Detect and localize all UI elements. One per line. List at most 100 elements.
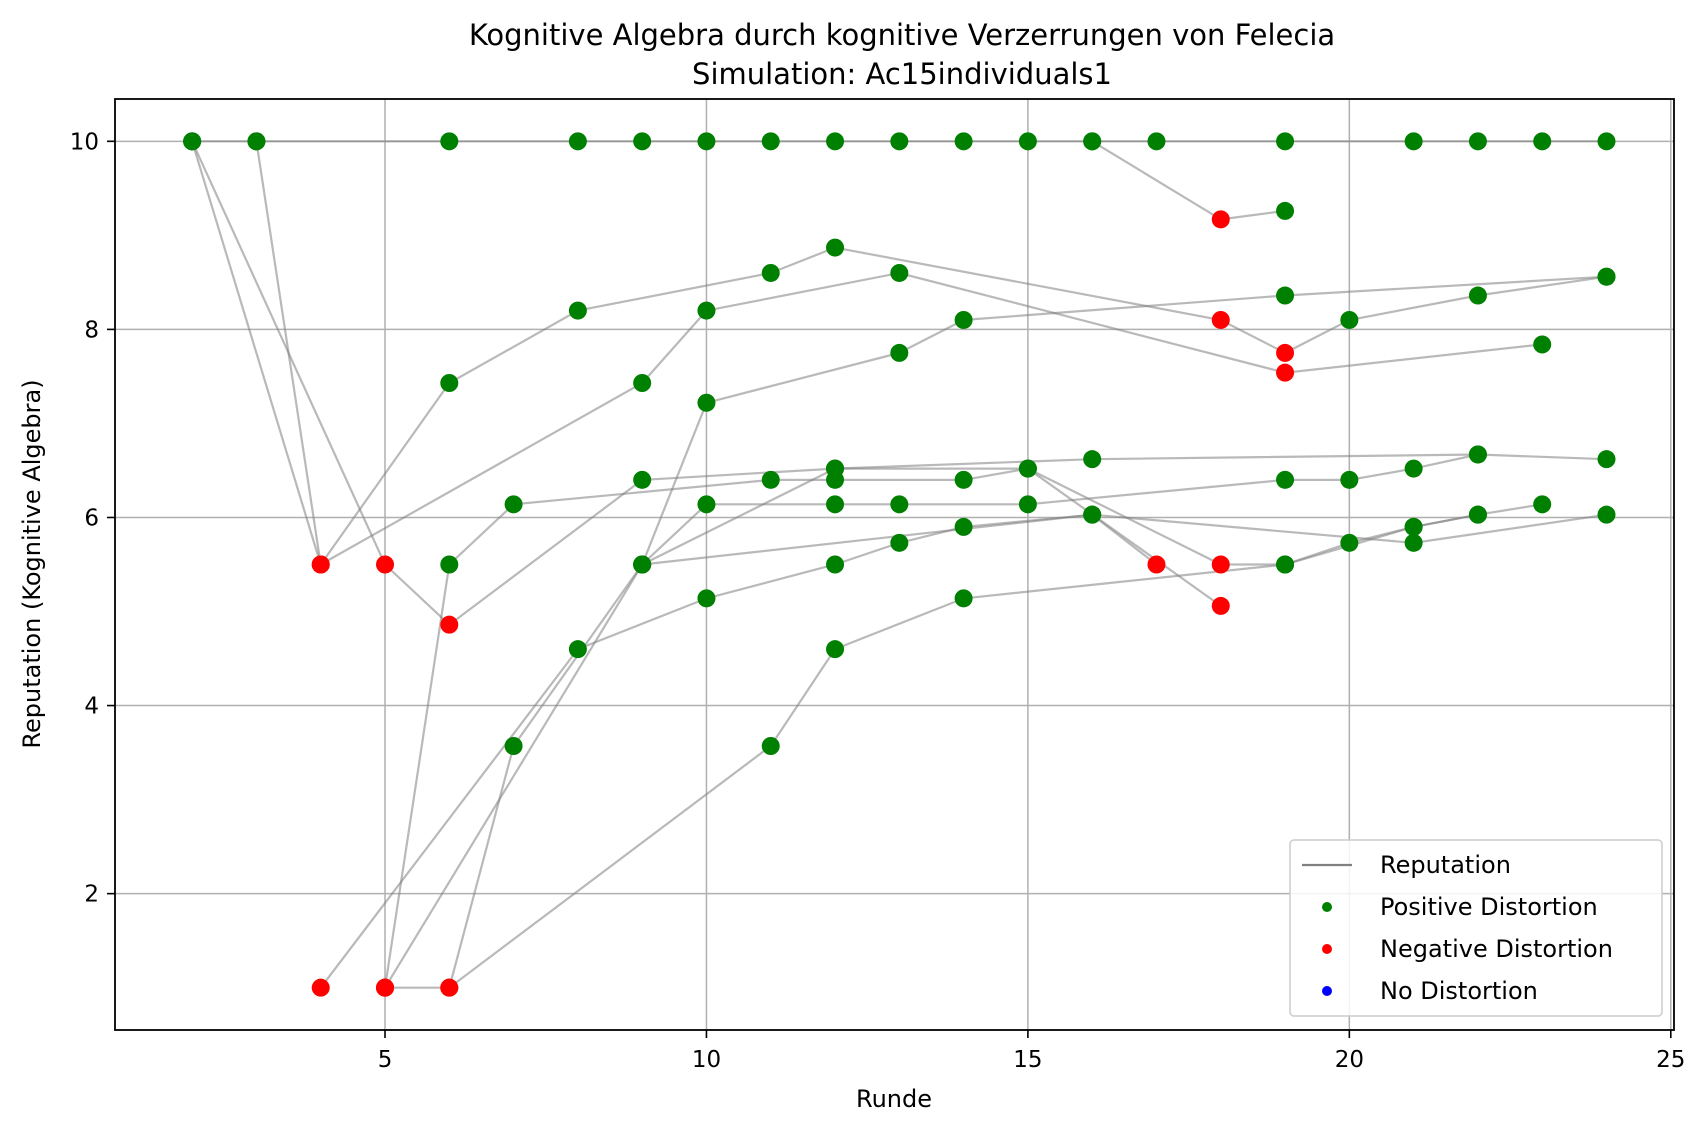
data-point [697, 301, 716, 320]
data-point [1276, 470, 1295, 489]
data-point [311, 978, 330, 997]
legend: Reputation Positive Distortion Negative … [1289, 839, 1663, 1017]
data-point [1018, 132, 1037, 151]
plot-frame [114, 98, 1675, 1031]
reputation-line [383, 467, 1222, 988]
data-point [1468, 286, 1487, 305]
data-point [826, 555, 845, 574]
reputation-line [642, 513, 1607, 566]
x-axis-label: Runde [856, 1085, 932, 1113]
data-point [1276, 343, 1295, 362]
x-tick-label: 20 [1335, 1047, 1364, 1073]
data-point [1597, 450, 1616, 469]
data-point [1597, 132, 1616, 151]
data-point [954, 470, 973, 489]
legend-label-positive: Positive Distortion [1380, 893, 1598, 921]
reputation-line [641, 453, 1478, 566]
data-point [1018, 495, 1037, 514]
data-point [1404, 517, 1423, 536]
legend-marker-none [1322, 986, 1332, 996]
data-point [1083, 450, 1102, 469]
data-point [890, 132, 909, 151]
data-point [311, 555, 330, 574]
legend-label-reputation: Reputation [1380, 851, 1511, 879]
data-point [1468, 445, 1487, 464]
data-point [440, 374, 459, 393]
data-point [761, 736, 780, 755]
x-tick-label: 5 [378, 1047, 393, 1073]
y-axis-ticks: 2 4 6 8 10 [70, 129, 115, 908]
data-point [633, 555, 652, 574]
data-point [826, 459, 845, 478]
data-point [826, 495, 845, 514]
legend-label-none: No Distortion [1380, 977, 1538, 1005]
data-point [954, 310, 973, 329]
data-point [568, 132, 587, 151]
data-point [697, 393, 716, 412]
data-point [1468, 132, 1487, 151]
data-point [1276, 363, 1295, 382]
data-point [1340, 310, 1359, 329]
data-point [1340, 470, 1359, 489]
legend-marker-positive [1322, 902, 1332, 912]
data-point [1468, 505, 1487, 524]
data-point [1404, 132, 1423, 151]
y-tick-label: 6 [84, 505, 99, 531]
data-point [376, 555, 395, 574]
data-point [1597, 267, 1616, 286]
data-point [1533, 335, 1552, 354]
data-point [183, 132, 202, 151]
data-point [633, 374, 652, 393]
data-point [633, 132, 652, 151]
y-tick-label: 10 [70, 129, 99, 155]
data-point [954, 517, 973, 536]
x-tick-label: 25 [1656, 1047, 1685, 1073]
data-point [440, 555, 459, 574]
data-point [568, 640, 587, 659]
reputation-line [448, 453, 1607, 988]
x-tick-label: 10 [692, 1047, 721, 1073]
data-point [761, 132, 780, 151]
data-point [633, 470, 652, 489]
data-point [1211, 310, 1230, 329]
data-point [697, 132, 716, 151]
data-point [1597, 505, 1616, 524]
y-tick-label: 2 [84, 882, 99, 908]
data-point [890, 495, 909, 514]
data-point [1211, 210, 1230, 229]
data-point [890, 533, 909, 552]
data-point [440, 132, 459, 151]
data-point [1147, 555, 1166, 574]
data-points [183, 132, 1616, 997]
data-point [826, 640, 845, 659]
data-point [440, 615, 459, 634]
data-point [954, 589, 973, 608]
data-point [1340, 533, 1359, 552]
data-point [761, 263, 780, 282]
data-point [826, 132, 845, 151]
data-point [1276, 132, 1295, 151]
data-point [1211, 596, 1230, 615]
data-point [1533, 495, 1552, 514]
data-point [1147, 132, 1166, 151]
data-point [1533, 132, 1552, 151]
data-point [376, 978, 395, 997]
data-point [1083, 505, 1102, 524]
data-point [890, 263, 909, 282]
data-point [568, 301, 587, 320]
data-point [504, 495, 523, 514]
x-tick-label: 15 [1013, 1047, 1042, 1073]
data-point [1083, 132, 1102, 151]
data-point [1018, 459, 1037, 478]
data-point [1404, 459, 1423, 478]
data-point [697, 495, 716, 514]
data-point [1276, 286, 1295, 305]
data-point [826, 238, 845, 257]
data-point [504, 736, 523, 755]
data-point [440, 978, 459, 997]
y-tick-label: 4 [84, 694, 99, 720]
legend-marker-negative [1322, 944, 1332, 954]
data-point [1211, 555, 1230, 574]
y-axis-label: Reputation (Kognitive Algebra) [18, 379, 46, 748]
chart-subtitle: Simulation: Ac15individuals1 [692, 57, 1112, 91]
